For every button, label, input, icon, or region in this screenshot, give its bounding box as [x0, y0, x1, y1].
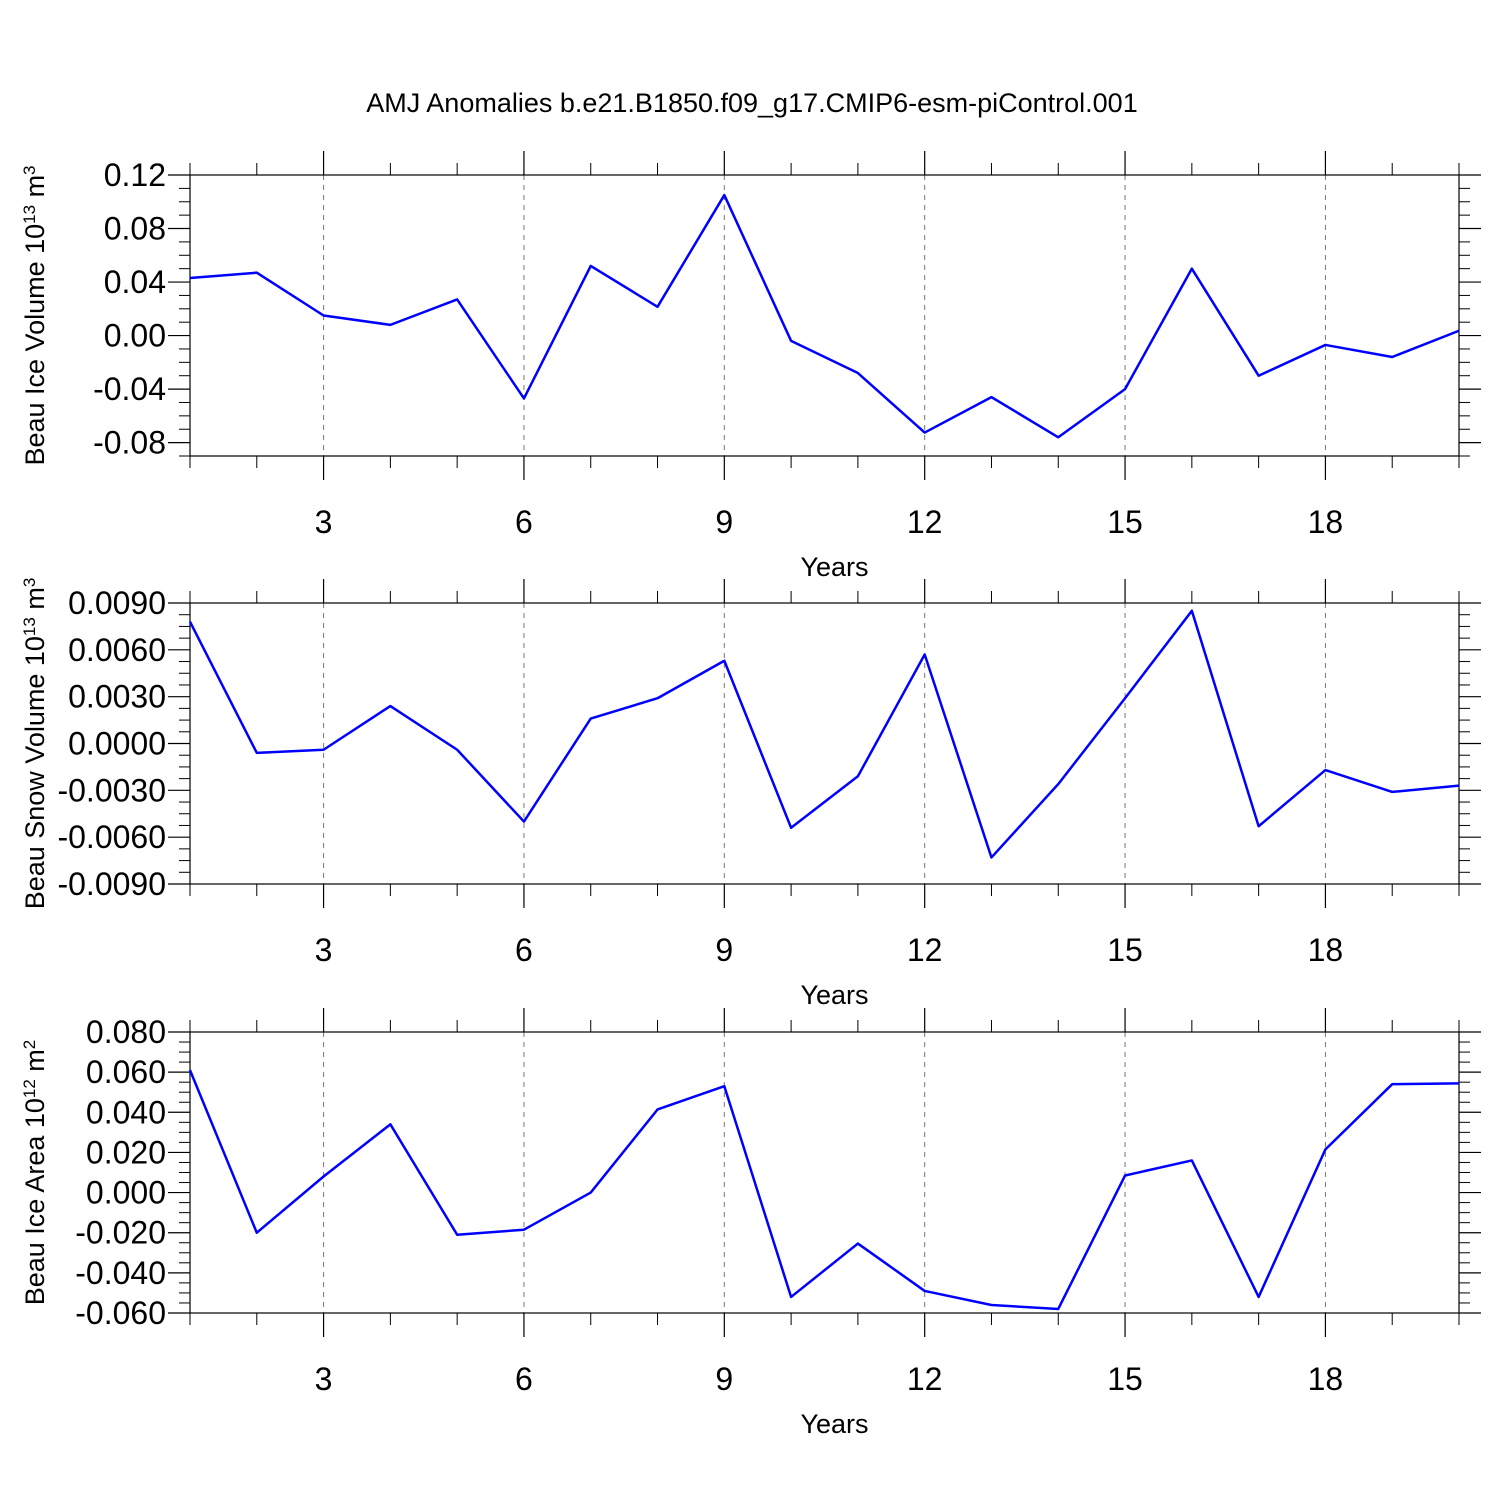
x-tick-label: 3: [315, 1361, 333, 1397]
y-tick-label: 0.0090: [68, 585, 166, 621]
y-axis-label: Beau Ice Area 1012 m2: [20, 1040, 51, 1306]
x-tick-label: 18: [1308, 1361, 1344, 1397]
x-axis-label: Years: [800, 980, 868, 1010]
x-tick-label: 9: [715, 1361, 733, 1397]
plot-frame: [189, 174, 1460, 457]
y-axis-label-part: m: [20, 175, 50, 205]
y-tick-label: 0.020: [86, 1134, 166, 1170]
y-axis-label-part: 13: [20, 617, 39, 636]
x-tick-label: 12: [907, 932, 943, 968]
y-axis-label: Beau Snow Volume 1013 m3: [20, 578, 51, 910]
data-line: [188, 1069, 1460, 1311]
x-tick-label: 18: [1308, 504, 1344, 540]
y-tick-label: -0.0030: [57, 772, 166, 808]
y-tick-label: -0.04: [93, 371, 166, 407]
y-axis-label-part: 3: [20, 165, 39, 174]
y-axis-label-part: 12: [20, 1079, 39, 1098]
y-tick-label: 0.0060: [68, 632, 166, 668]
y-tick-label: 0.12: [104, 157, 166, 193]
y-axis-label-part: Beau Ice Area 10: [20, 1098, 50, 1305]
y-tick-label: 0.00: [104, 318, 166, 354]
plot-frame: [189, 602, 1460, 885]
x-tick-label: 12: [907, 1361, 943, 1397]
y-tick-label: 0.000: [86, 1175, 166, 1211]
y-tick-label: 0.04: [104, 264, 166, 300]
y-tick-label: -0.020: [75, 1215, 166, 1251]
y-axis-label-part: Beau Ice Volume 10: [20, 224, 50, 466]
x-tick-label: 6: [515, 932, 533, 968]
y-tick-label: -0.08: [93, 425, 166, 461]
x-tick-label: 3: [315, 932, 333, 968]
x-tick-label: 12: [907, 504, 943, 540]
x-axis-label: Years: [800, 552, 868, 582]
x-tick-label: 15: [1107, 932, 1143, 968]
y-tick-label: -0.060: [75, 1295, 166, 1331]
y-tick-label: 0.0000: [68, 726, 166, 762]
y-axis-label: Beau Ice Volume 1013 m3: [20, 165, 51, 465]
y-tick-label: 0.0030: [68, 679, 166, 715]
y-axis-label-part: 13: [20, 205, 39, 224]
y-tick-label: 0.08: [104, 211, 166, 247]
figure-title: AMJ Anomalies b.e21.B1850.f09_g17.CMIP6-…: [366, 88, 1137, 118]
x-tick-label: 3: [315, 504, 333, 540]
y-axis-label-part: m: [20, 1049, 50, 1079]
y-axis-label-part: 2: [20, 1040, 39, 1049]
plot-frame: [189, 1031, 1460, 1314]
y-tick-label: -0.040: [75, 1255, 166, 1291]
x-axis-label: Years: [800, 1409, 868, 1439]
data-line: [188, 609, 1460, 859]
y-tick-label: 0.060: [86, 1054, 166, 1090]
y-tick-label: -0.0090: [57, 866, 166, 902]
y-tick-label: -0.0060: [57, 819, 166, 855]
y-tick-label: 0.080: [86, 1014, 166, 1050]
x-tick-label: 15: [1107, 1361, 1143, 1397]
x-tick-label: 6: [515, 504, 533, 540]
y-axis-label-part: 3: [20, 578, 39, 587]
y-axis-label-part: Beau Snow Volume 10: [20, 636, 50, 909]
data-line: [189, 193, 1460, 439]
y-axis-label-part: m: [20, 587, 50, 617]
x-tick-label: 15: [1107, 504, 1143, 540]
x-tick-label: 9: [715, 504, 733, 540]
x-tick-label: 18: [1308, 932, 1344, 968]
y-tick-label: 0.040: [86, 1094, 166, 1130]
x-tick-label: 6: [515, 1361, 533, 1397]
x-tick-label: 9: [715, 932, 733, 968]
